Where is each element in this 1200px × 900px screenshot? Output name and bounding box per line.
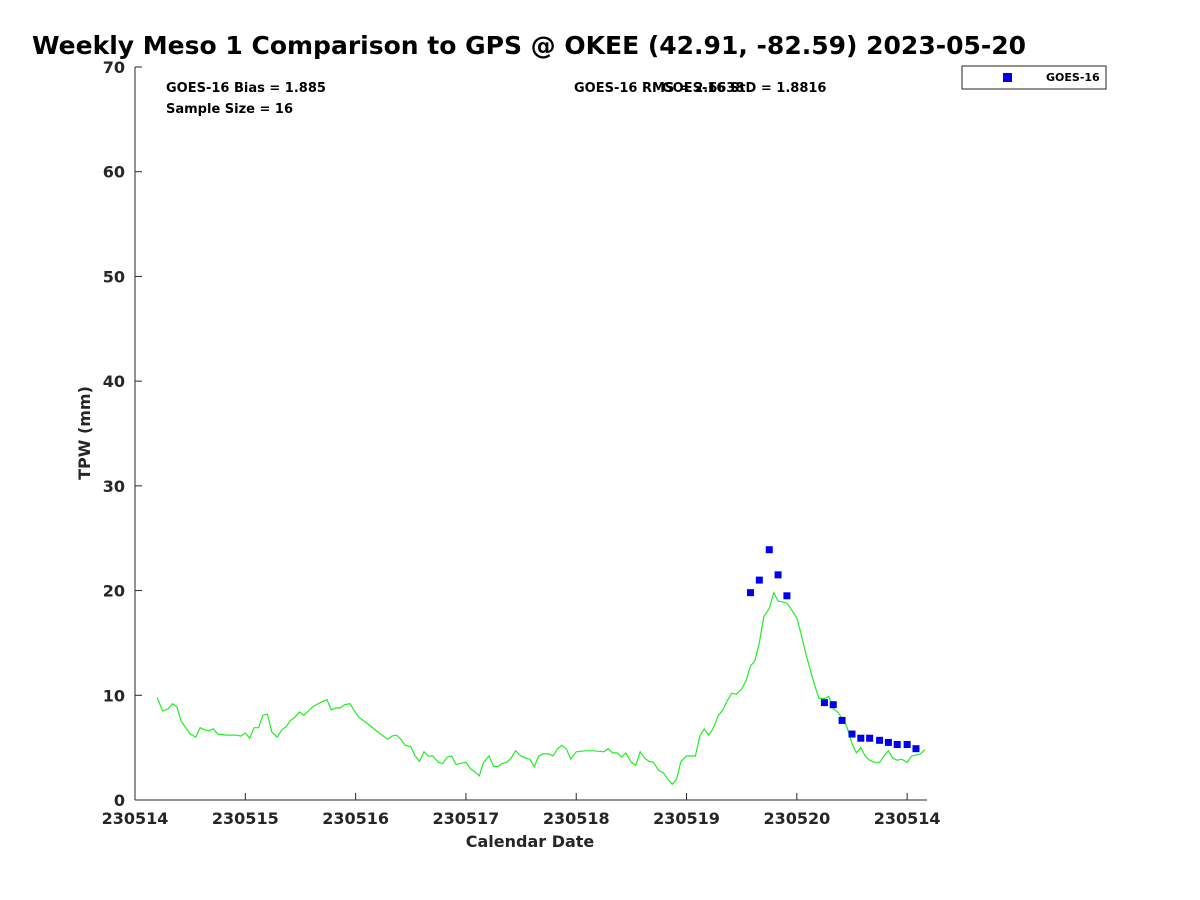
sample-size-annotation: Sample Size = 16 [166,102,293,117]
x-tick-label: 230515 [212,809,279,828]
goes-16-point [829,701,837,709]
legend-marker-goes-16 [1003,73,1012,82]
goes-16-point [848,730,856,738]
plot-area: 0 10 20 30 40 50 60 70 230514 230515 230516 230517… [102,58,941,828]
y-ticks: 0 10 20 30 40 50 60 70 [103,58,142,810]
y-tick-label: 60 [103,163,125,182]
y-tick-label: 20 [103,582,125,601]
goes-16-point [876,736,884,744]
gps-series [156,591,926,786]
goes-16-point [765,546,773,554]
y-tick-label: 30 [103,477,125,496]
legend-label-goes-16: GOES-16 [1046,71,1100,84]
x-ticks: 230514 230515 230516 230517 230518 230519 2305… [102,793,941,828]
x-axis-label: Calendar Date [466,832,595,851]
goes-16-point [820,699,828,707]
x-tick-label: 230520 [763,809,830,828]
goes-16-point [857,734,865,742]
goes-16-point [893,741,901,749]
chart-title: Weekly Meso 1 Comparison to GPS @ OKEE (… [32,31,1026,60]
x-tick-label: 230516 [322,809,389,828]
y-tick-label: 0 [114,791,125,810]
y-axis-label: TPW (mm) [75,386,94,480]
goes-16-point [912,745,920,753]
goes-16-point [747,589,755,597]
std-annotation: GOES-16 StD = 1.8816 [662,81,826,96]
gps-series-line [156,591,926,786]
bias-annotation: GOES-16 Bias = 1.885 [166,81,326,96]
y-tick-label: 40 [103,372,125,391]
goes-16-point [755,576,763,584]
x-tick-label: 230519 [653,809,720,828]
legend-box [961,65,1107,90]
rms-annotation: GOES-16 RMS = 2.6638 [574,81,744,96]
y-tick-label: 10 [103,686,125,705]
goes-16-point [866,734,874,742]
legend: GOES-16 [961,65,1107,90]
x-tick-label: 230517 [433,809,500,828]
y-tick-label: 50 [103,267,125,286]
x-tick-label: 230514 [102,809,169,828]
y-tick-label: 70 [103,58,125,77]
goes-16-point [884,738,892,746]
x-tick-label: 230514 [874,809,941,828]
goes-16-point [838,716,846,724]
goes-16-point [774,571,782,579]
x-tick-label: 230518 [543,809,610,828]
goes-16-point [783,592,791,600]
goes-16-series [747,546,920,753]
goes-16-point [903,741,911,749]
